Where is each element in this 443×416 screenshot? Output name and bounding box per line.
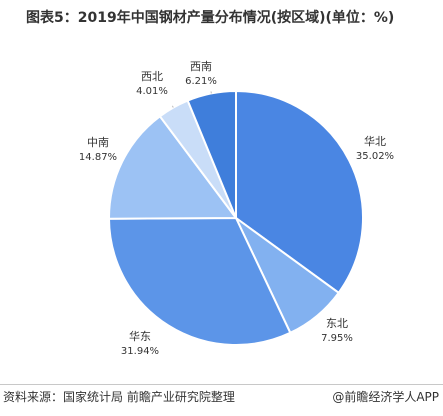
slice-value-3: 14.87%	[79, 152, 117, 163]
slice-label-1: 东北	[326, 317, 348, 330]
slice-value-5: 6.21%	[185, 76, 217, 87]
leader-line-4	[171, 105, 174, 108]
slice-value-2: 31.94%	[121, 346, 159, 357]
slice-label-0: 华北	[364, 134, 386, 148]
slice-value-4: 4.01%	[136, 86, 168, 97]
pie-slice-3	[107, 114, 238, 220]
slice-value-1: 7.95%	[321, 333, 353, 344]
chart-title: 图表5：2019年中国钢材产量分布情况(按区域)(单位：%)	[26, 10, 395, 26]
slice-value-0: 35.02%	[356, 151, 394, 162]
footer-divider	[0, 384, 443, 385]
brand-credit: @前瞻经济学人APP	[332, 390, 439, 404]
slice-label-4: 西北	[141, 70, 163, 83]
pie-slice-0	[235, 89, 364, 295]
slice-label-3: 中南	[87, 136, 109, 149]
pie-slice-5	[186, 89, 237, 219]
slice-label-2: 华东	[129, 329, 151, 343]
source-note: 资料来源：国家统计局 前瞻产业研究院整理	[3, 390, 235, 404]
slice-label-5: 西南	[190, 60, 212, 73]
pie-slice-2	[107, 216, 292, 346]
